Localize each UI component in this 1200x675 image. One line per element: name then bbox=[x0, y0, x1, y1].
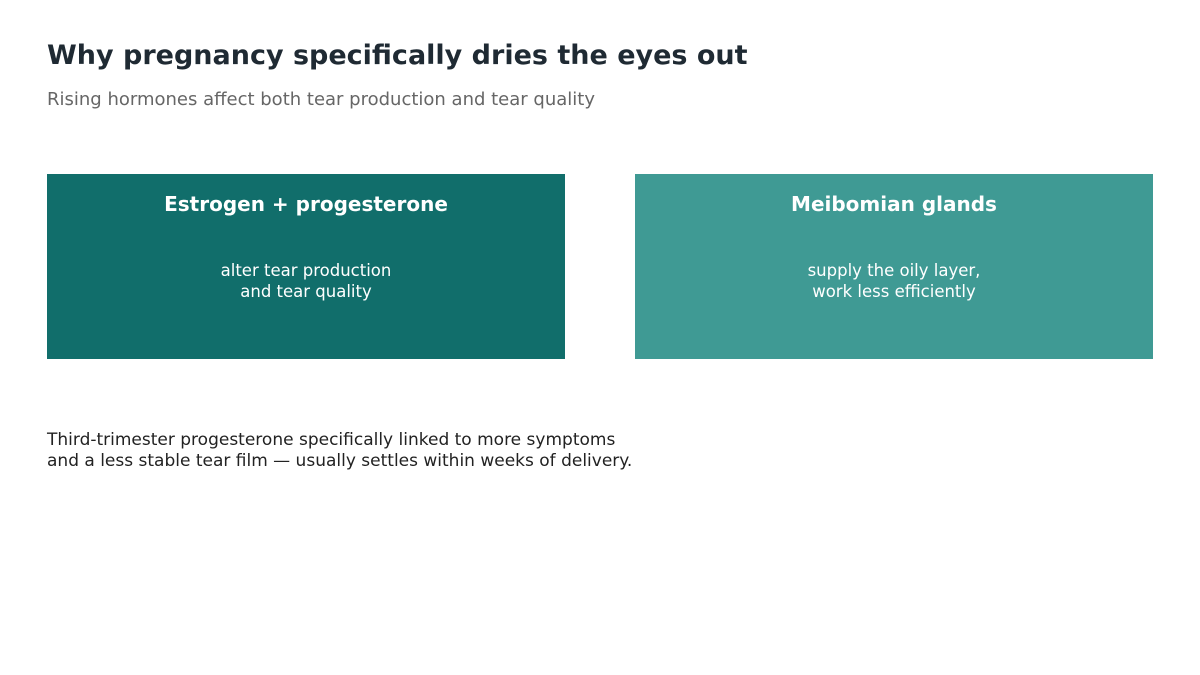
footnote-line: and a less stable tear film — usually se… bbox=[47, 451, 633, 471]
footnote: Third-trimester progesterone specificall… bbox=[47, 430, 632, 472]
subtitle: Rising hormones affect both tear product… bbox=[47, 89, 595, 110]
box-heading: Estrogen + progesterone bbox=[164, 192, 448, 216]
box: Meibomian glands supply the oily layer, … bbox=[635, 174, 1153, 359]
box-body-line: work less efficiently bbox=[812, 282, 976, 301]
box: Estrogen + progesterone alter tear produ… bbox=[47, 174, 565, 359]
footnote-line: Third-trimester progesterone specificall… bbox=[47, 430, 616, 450]
box-body-line: alter tear production bbox=[220, 261, 392, 280]
box-body-line: supply the oily layer, bbox=[807, 261, 981, 280]
box-heading: Meibomian glands bbox=[791, 192, 997, 216]
box-body-line: and tear quality bbox=[240, 282, 372, 301]
title: Why pregnancy specifically dries the eye… bbox=[47, 40, 748, 71]
box-body: alter tear production and tear quality bbox=[47, 260, 565, 302]
box-body: supply the oily layer, work less efficie… bbox=[635, 260, 1153, 302]
